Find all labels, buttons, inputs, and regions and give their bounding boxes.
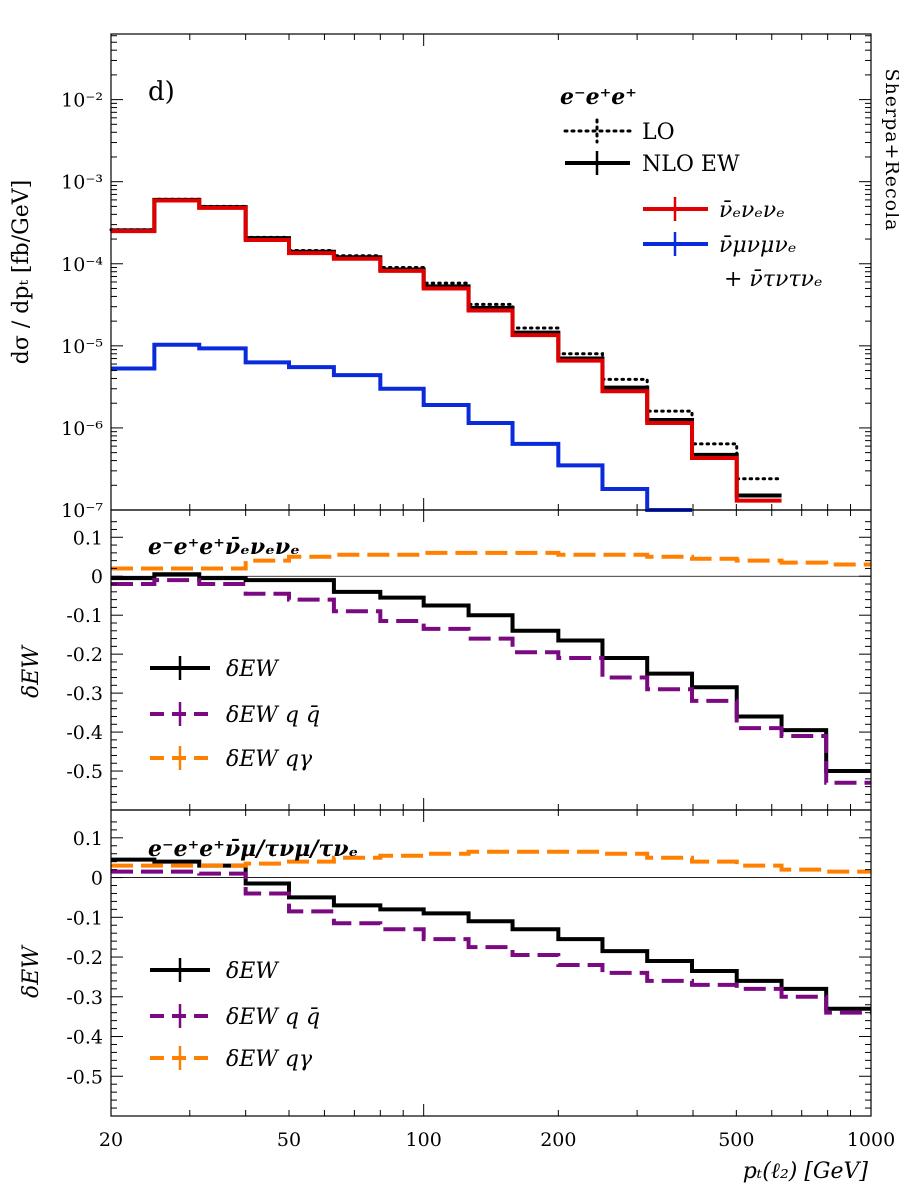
x-axis-title: pₜ(ℓ₂) [GeV]: [743, 1159, 869, 1184]
y-tick-label: -0.5: [66, 1066, 103, 1088]
y-tick-label: -0.5: [66, 761, 103, 783]
legend-nlo-label: NLO EW: [642, 152, 740, 177]
y-tick-label: 10⁻⁷: [61, 500, 103, 522]
x-tick-labels: 20 50 100 200 500 1000: [99, 1129, 895, 1151]
legend2-delta-qq-label: δEW q q̄: [226, 1005, 320, 1030]
ratio-panel-electron: 0.1 0 -0.1 -0.2 -0.3 -0.4 -0.5 e⁻e⁺e⁺ν̄ₑνₑνₑ δ…: [19, 509, 872, 811]
panel-letter: d): [148, 77, 175, 107]
main-legend: e⁻e⁺e⁺ LO NLO EW ν̄ₑνₑνₑ ν̄μνμνₑ + ν̄τν: [560, 84, 822, 292]
legend-entry-lo: LO: [563, 118, 675, 145]
y-tick-label: -0.1: [66, 907, 103, 929]
legend-title: e⁻e⁺e⁺: [560, 84, 637, 110]
legend-entry-numu: ν̄μνμνₑ + ν̄τντνₑ: [643, 232, 822, 292]
legend-delta-ew: δEW: [150, 656, 280, 682]
y-tick-label: 10⁻³: [61, 172, 103, 194]
y-tick-label: 10⁻⁵: [61, 336, 103, 358]
y-tick-label: -0.3: [66, 987, 103, 1009]
ratio-panel-muon-tau-frame: [110, 809, 872, 1117]
series-ew-line: [111, 857, 871, 1011]
x-tick-label: 20: [99, 1129, 123, 1151]
legend2-delta-ew: δEW: [150, 958, 280, 984]
generator-label: Sherpa+Recola: [881, 68, 899, 231]
x-tick-label: 100: [406, 1129, 442, 1151]
y-tick-label: -0.2: [66, 644, 103, 666]
y-tick-label: 10⁻⁶: [61, 418, 103, 440]
legend-delta-ew-label: δEW: [226, 657, 280, 682]
legend-delta-qgamma: δEW qγ: [150, 746, 313, 772]
y-tick-label: 0.1: [73, 527, 103, 549]
series-nuee-line: [111, 198, 782, 503]
legend-nuee-label: ν̄ₑνₑνₑ: [719, 198, 785, 223]
legend2-delta-ew-label: δEW: [226, 959, 280, 984]
y-tick-label: -0.4: [66, 722, 103, 744]
ratio-muon-tau-y-axis-title: δEW: [19, 944, 44, 998]
ratio-panel-muon-tau-process: e⁻e⁺e⁺ν̄μ/τνμ/τνₑ: [148, 836, 358, 862]
x-tick-label: 50: [277, 1129, 301, 1151]
legend-entry-nlo: NLO EW: [565, 151, 740, 177]
ratio-panel-electron-process: e⁻e⁺e⁺ν̄ₑνₑνₑ: [148, 534, 300, 560]
ratio-electron-y-axis-title: δEW: [19, 644, 44, 698]
y-tick-label: 10⁻⁴: [61, 254, 103, 276]
ratio-muon-tau-legend: δEW δEW q q̄ δEW qγ: [150, 958, 320, 1072]
ratio-electron-legend: δEW δEW q q̄ δEW qγ: [150, 656, 320, 772]
series-numu-line: [111, 342, 693, 512]
series-ew-line: [111, 572, 871, 774]
legend-entry-nuee: ν̄ₑνₑνₑ: [643, 197, 785, 223]
series-qg-line: [111, 849, 871, 874]
y-tick-label: 0: [91, 566, 103, 588]
y-tick-label: 10⁻²: [61, 90, 103, 112]
x-tick-label: 500: [718, 1129, 754, 1151]
main-y-axis-title: dσ / dpₜ [fb/GeV]: [9, 180, 34, 364]
x-tick-label: 200: [540, 1129, 576, 1151]
legend-delta-qq: δEW q q̄: [150, 702, 320, 728]
legend-numu-label: ν̄μνμνₑ: [719, 233, 796, 258]
legend2-delta-qgamma: δEW qγ: [150, 1046, 313, 1072]
legend-nutau-label: + ν̄τντνₑ: [724, 267, 822, 292]
legend-delta-qq-label: δEW q q̄: [226, 703, 320, 728]
y-tick-label: 0.1: [73, 828, 103, 850]
legend-delta-qgamma-label: δEW qγ: [226, 747, 313, 772]
series-lo-line: [109, 197, 784, 481]
series-qq-line: [111, 869, 871, 1015]
series-qq-line: [111, 578, 871, 785]
legend2-delta-qq: δEW q q̄: [150, 1004, 320, 1030]
y-tick-label: -0.2: [66, 947, 103, 969]
legend2-delta-qgamma-label: δEW qγ: [226, 1047, 313, 1072]
y-tick-label: -0.3: [66, 683, 103, 705]
x-tick-label: 1000: [847, 1129, 895, 1151]
y-tick-label: -0.4: [66, 1027, 103, 1049]
ratio-panel-muon-tau: 0.1 0 -0.1 -0.2 -0.3 -0.4 -0.5 e⁻e⁺e⁺ν̄μ/τνμ/τ…: [19, 809, 872, 1184]
y-tick-label: -0.1: [66, 605, 103, 627]
series-qg-line: [111, 550, 871, 571]
y-tick-label: 0: [91, 868, 103, 890]
legend-lo-label: LO: [642, 120, 675, 145]
main-panel: 10⁻⁷ 10⁻⁶ 10⁻⁵ 10⁻⁴ 10⁻³ 10⁻² d) dσ / dpₜ [fb…: [9, 33, 899, 522]
